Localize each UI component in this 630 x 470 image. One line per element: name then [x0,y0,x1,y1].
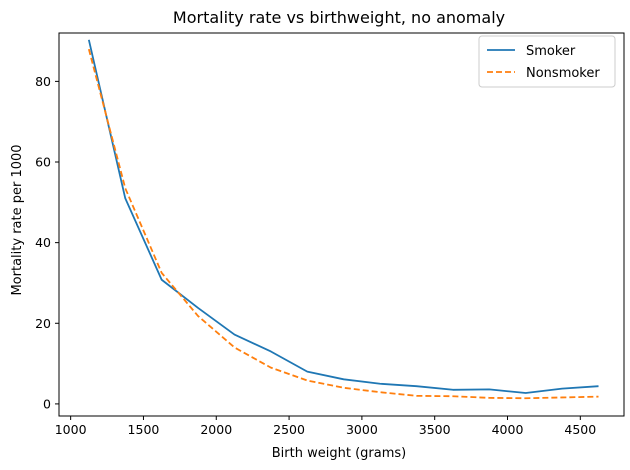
y-tick-label: 20 [35,316,51,331]
x-tick-label: 4000 [492,422,524,437]
plot-area: 1000 1500 2000 2500 3000 3500 4000 4500 0 20 40 60… [35,32,625,437]
y-tick-label: 80 [35,74,51,89]
x-tick-label: 3000 [346,422,378,437]
series-line-smoker [87,39,599,394]
series-lines [87,39,599,400]
x-tick-label: 2500 [273,422,305,437]
x-axis: 1000 1500 2000 2500 3000 3500 4000 4500 [55,416,596,437]
y-tick-label: 60 [35,155,51,170]
x-tick-label: 3500 [419,422,451,437]
legend-box [478,35,616,88]
x-axis-label: Birth weight (grams) [272,446,406,461]
chart-title: Mortality rate vs birthweight, no anomal… [173,8,505,27]
x-tick-label: 1000 [55,422,87,437]
x-tick-label: 4500 [564,422,596,437]
y-axis: 0 20 40 60 80 [35,74,59,411]
x-tick-label: 2000 [200,422,232,437]
y-tick-label: 0 [43,396,51,411]
legend-label-nonsmoker: Nonsmoker [526,66,600,81]
legend-label-smoker: Smoker [526,44,576,59]
series-line-nonsmoker [87,48,599,400]
y-axis-label: Mortality rate per 1000 [10,144,25,295]
y-tick-label: 40 [35,235,51,250]
legend: Smoker Nonsmoker [478,35,616,88]
x-tick-label: 1500 [128,422,160,437]
axes-frame [58,32,625,417]
